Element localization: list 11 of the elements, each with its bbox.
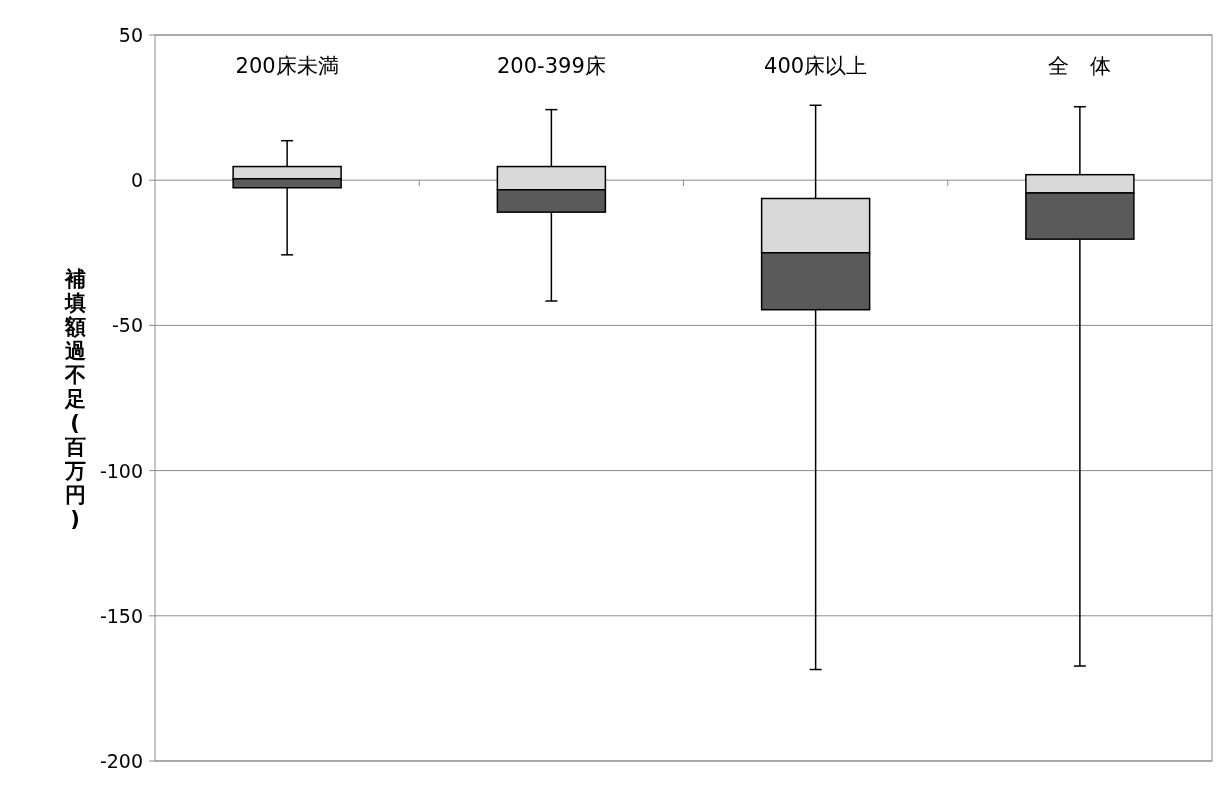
x-tick-label: 全 体	[1048, 54, 1112, 78]
y-tick-label: -100	[99, 459, 143, 482]
x-tick-label: 200床未満	[235, 54, 339, 78]
y-tick-label: 0	[130, 169, 143, 192]
x-tick-label: 400床以上	[764, 54, 868, 78]
y-tick-label: 50	[118, 24, 143, 46]
y-tick-label: -50	[111, 314, 143, 337]
text: 補填額過不足(百万円)	[64, 267, 86, 531]
x-tick-label: 200-399床	[497, 54, 606, 78]
y-tick-label: -150	[99, 604, 143, 627]
y-tick-label: -200	[99, 750, 143, 772]
